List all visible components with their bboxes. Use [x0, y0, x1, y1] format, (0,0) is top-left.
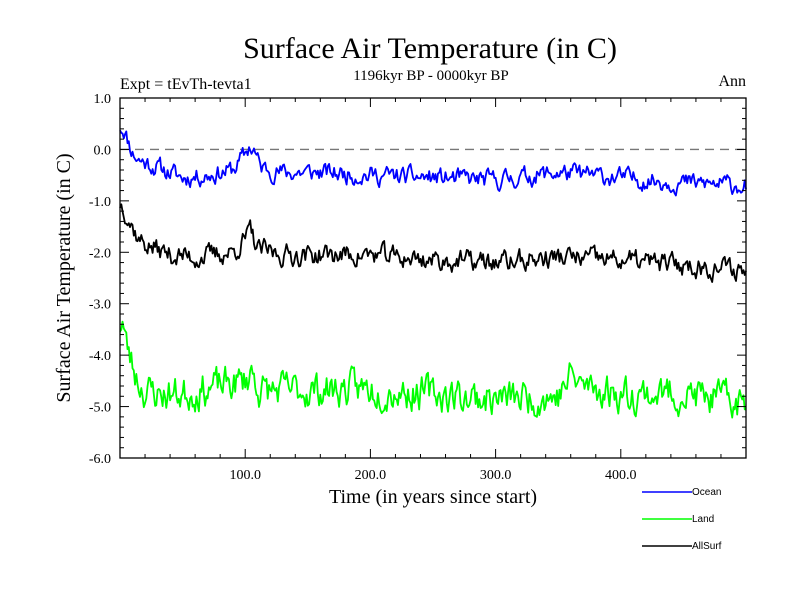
legend-label-land: Land	[692, 514, 714, 525]
y-tick-label: 0.0	[94, 143, 112, 158]
series-layer	[119, 129, 747, 419]
annual-label: Ann	[718, 73, 746, 90]
y-axis-label: Surface Air Temperature (in C)	[53, 153, 75, 402]
y-tick-label: -3.0	[89, 298, 111, 313]
x-axis-label: Time (in years since start)	[329, 486, 537, 508]
series-line-allsurf	[119, 203, 747, 283]
x-tick-label: 100.0	[229, 468, 261, 483]
legend-label-ocean: Ocean	[692, 487, 721, 498]
chart-subtitle: 1196kyr BP - 0000kyr BP	[353, 68, 509, 84]
chart-title: Surface Air Temperature (in C)	[243, 32, 617, 65]
x-tick-label: 400.0	[605, 468, 637, 483]
x-tick-label: 200.0	[355, 468, 387, 483]
y-tick-label: -2.0	[89, 246, 111, 261]
experiment-label: Expt = tEvTh-tevta1	[120, 76, 252, 93]
x-tick-label: 300.0	[480, 468, 512, 483]
series-line-land	[119, 320, 747, 419]
y-tick-label: -1.0	[89, 195, 111, 210]
y-tick-label: 1.0	[94, 92, 112, 107]
series-line-ocean	[119, 129, 747, 197]
legend-label-allsurf: AllSurf	[692, 541, 722, 552]
plot-area: 100.0 200.0 300.0 400.0 1.0 0.0 -1.0 -2.0 -3.0 -4…	[89, 92, 747, 483]
legend: Ocean Land AllSurf	[642, 487, 722, 552]
ticks-layer: 100.0 200.0 300.0 400.0 1.0 0.0 -1.0 -2.0 -3.0 -4…	[89, 92, 747, 483]
y-tick-label: -6.0	[89, 452, 111, 467]
y-tick-label: -5.0	[89, 401, 111, 416]
y-tick-label: -4.0	[89, 349, 111, 364]
plot-frame	[119, 97, 747, 459]
